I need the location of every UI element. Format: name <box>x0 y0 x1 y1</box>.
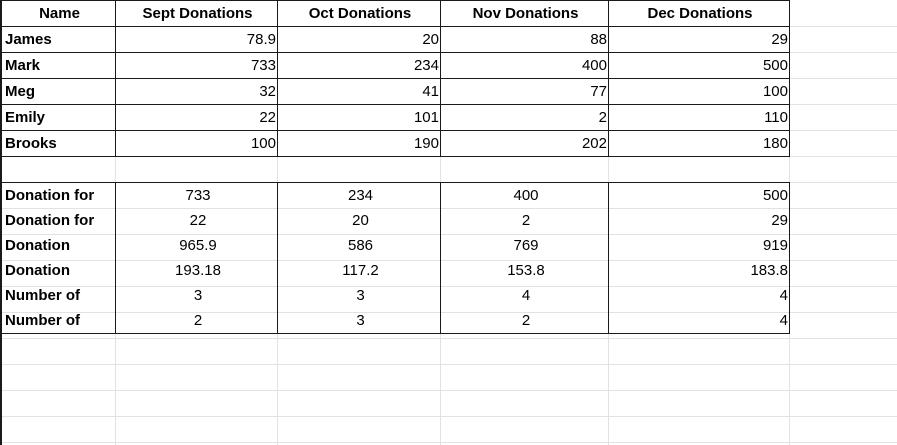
nov-cell[interactable]: 77 <box>440 78 609 105</box>
nov-cell[interactable]: 400 <box>440 182 609 208</box>
dec-cell[interactable]: 180 <box>608 130 790 157</box>
gridline <box>0 390 897 391</box>
oct-cell[interactable]: 190 <box>277 130 441 157</box>
gridline <box>789 0 790 445</box>
summary-label-cell[interactable]: Number of <box>1 283 116 308</box>
dec-cell[interactable]: 4 <box>608 308 790 334</box>
summary-label-cell[interactable]: Donation for <box>1 208 116 233</box>
gridline <box>0 442 897 443</box>
oct-cell[interactable]: 3 <box>277 283 441 308</box>
oct-cell[interactable]: 41 <box>277 78 441 105</box>
dec-cell[interactable]: 4 <box>608 283 790 308</box>
summary-row: Donation 193.18 117.2 153.8 183.8 <box>1 258 790 283</box>
donor-name-cell[interactable]: Mark <box>1 52 116 79</box>
oct-cell[interactable]: 101 <box>277 104 441 131</box>
oct-cell[interactable]: 20 <box>277 208 441 233</box>
sept-cell[interactable]: 965.9 <box>115 233 278 258</box>
summary-row: Donation for 733 234 400 500 <box>1 182 790 208</box>
nov-cell[interactable]: 88 <box>440 26 609 53</box>
summary-row: Donation 965.9 586 769 919 <box>1 233 790 258</box>
oct-cell[interactable]: 20 <box>277 26 441 53</box>
dec-cell[interactable]: 110 <box>608 104 790 131</box>
table-row: Meg 32 41 77 100 <box>1 78 790 105</box>
oct-cell[interactable]: 586 <box>277 233 441 258</box>
dec-cell[interactable]: 100 <box>608 78 790 105</box>
header-row: Name Sept Donations Oct Donations Nov Do… <box>1 0 790 27</box>
sept-cell[interactable]: 193.18 <box>115 258 278 283</box>
donor-name-cell[interactable]: Brooks <box>1 130 116 157</box>
table-row: Brooks 100 190 202 180 <box>1 130 790 157</box>
sept-cell[interactable]: 733 <box>115 52 278 79</box>
sept-cell[interactable]: 2 <box>115 308 278 334</box>
dec-cell[interactable]: 29 <box>608 208 790 233</box>
donations-table: Name Sept Donations Oct Donations Nov Do… <box>1 0 790 157</box>
summary-label-cell[interactable]: Donation <box>1 233 116 258</box>
dec-cell[interactable]: 183.8 <box>608 258 790 283</box>
dec-cell[interactable]: 500 <box>608 52 790 79</box>
nov-cell[interactable]: 4 <box>440 283 609 308</box>
oct-cell[interactable]: 234 <box>277 52 441 79</box>
donor-name-cell[interactable]: Meg <box>1 78 116 105</box>
donor-name-cell[interactable]: Emily <box>1 104 116 131</box>
table-row: Mark 733 234 400 500 <box>1 52 790 79</box>
nov-cell[interactable]: 2 <box>440 208 609 233</box>
nov-cell[interactable]: 769 <box>440 233 609 258</box>
summary-table: Donation for 733 234 400 500 Donation fo… <box>1 182 790 334</box>
table-row: James 78.9 20 88 29 <box>1 26 790 53</box>
dec-cell[interactable]: 29 <box>608 26 790 53</box>
column-header-nov[interactable]: Nov Donations <box>440 0 609 27</box>
gridline <box>0 416 897 417</box>
column-header-oct[interactable]: Oct Donations <box>277 0 441 27</box>
oct-cell[interactable]: 117.2 <box>277 258 441 283</box>
summary-row: Donation for 22 20 2 29 <box>1 208 790 233</box>
summary-label-cell[interactable]: Donation for <box>1 182 116 208</box>
gridline <box>0 338 897 339</box>
nov-cell[interactable]: 2 <box>440 308 609 334</box>
sept-cell[interactable]: 22 <box>115 208 278 233</box>
nov-cell[interactable]: 400 <box>440 52 609 79</box>
sept-cell[interactable]: 32 <box>115 78 278 105</box>
oct-cell[interactable]: 234 <box>277 182 441 208</box>
sept-cell[interactable]: 733 <box>115 182 278 208</box>
gridline <box>0 156 897 157</box>
summary-row: Number of 3 3 4 4 <box>1 283 790 308</box>
summary-row: Number of 2 3 2 4 <box>1 308 790 334</box>
sept-cell[interactable]: 100 <box>115 130 278 157</box>
summary-label-cell[interactable]: Number of <box>1 308 116 334</box>
dec-cell[interactable]: 500 <box>608 182 790 208</box>
nov-cell[interactable]: 2 <box>440 104 609 131</box>
oct-cell[interactable]: 3 <box>277 308 441 334</box>
sept-cell[interactable]: 22 <box>115 104 278 131</box>
column-header-dec[interactable]: Dec Donations <box>608 0 790 27</box>
sept-cell[interactable]: 3 <box>115 283 278 308</box>
gridline <box>0 364 897 365</box>
column-header-sept[interactable]: Sept Donations <box>115 0 278 27</box>
donor-name-cell[interactable]: James <box>1 26 116 53</box>
summary-label-cell[interactable]: Donation <box>1 258 116 283</box>
table-row: Emily 22 101 2 110 <box>1 104 790 131</box>
sept-cell[interactable]: 78.9 <box>115 26 278 53</box>
nov-cell[interactable]: 202 <box>440 130 609 157</box>
nov-cell[interactable]: 153.8 <box>440 258 609 283</box>
column-header-name[interactable]: Name <box>1 0 116 27</box>
dec-cell[interactable]: 919 <box>608 233 790 258</box>
